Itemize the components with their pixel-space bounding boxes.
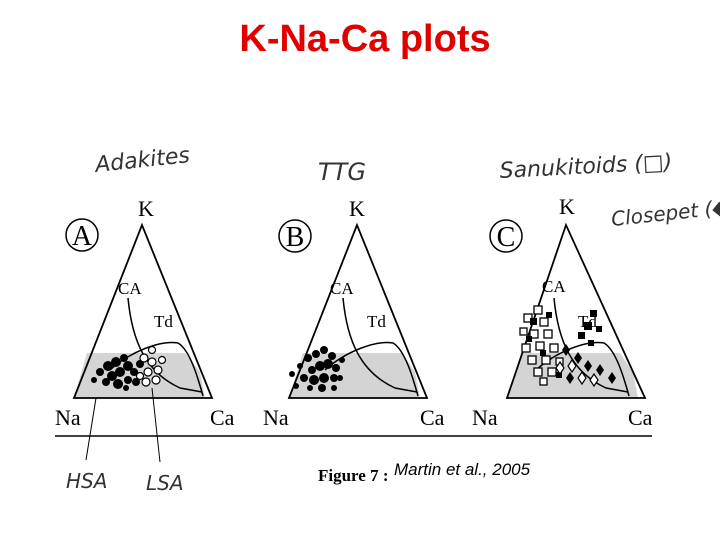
panel-c: C K Na Ca CA Td bbox=[472, 194, 653, 430]
annotation-hsa: HSA bbox=[66, 469, 107, 493]
ca-trend-label-a: CA bbox=[118, 279, 142, 298]
na-label-a: Na bbox=[55, 405, 81, 430]
panel-letter-b: B bbox=[286, 222, 305, 253]
panel-letter-circle-b bbox=[278, 219, 312, 253]
annotation-adakites: Adakites bbox=[92, 143, 191, 178]
annotation-closepet: Closepet (◆ bbox=[610, 195, 720, 231]
closepet-points bbox=[562, 344, 616, 384]
ca-trend-label-c: CA bbox=[542, 277, 566, 296]
td-trend-label-a: Td bbox=[154, 312, 173, 331]
slide-title: K-Na-Ca plots bbox=[239, 18, 491, 60]
ca-label-b: Ca bbox=[420, 405, 445, 430]
figure-label: Figure 7 : bbox=[318, 466, 389, 485]
apex-label-a: K bbox=[138, 196, 154, 221]
triangle-a bbox=[72, 222, 214, 399]
apex-label-b: K bbox=[349, 196, 365, 221]
td-trend-a bbox=[109, 341, 204, 397]
td-trend-c bbox=[535, 341, 630, 397]
panel-letter-c: C bbox=[497, 222, 516, 253]
adakite-points bbox=[91, 354, 144, 391]
annotation-lsa: LSA bbox=[146, 471, 184, 495]
na-label-c: Na bbox=[472, 405, 498, 430]
lsa-pointer bbox=[151, 387, 161, 463]
ca-trend-label-b: CA bbox=[330, 279, 354, 298]
td-trend-label-b: Td bbox=[367, 312, 386, 331]
panel-letter-circle-c bbox=[489, 219, 523, 253]
ca-label-c: Ca bbox=[628, 405, 653, 430]
ttg-points bbox=[289, 346, 345, 392]
annotation-ttg: TTG bbox=[318, 158, 366, 186]
apex-label-c: K bbox=[559, 194, 575, 219]
panel-letter-circle-a bbox=[65, 218, 99, 252]
na-label-b: Na bbox=[263, 405, 289, 430]
closepet-open-points bbox=[555, 358, 599, 388]
ca-trend-b bbox=[342, 297, 418, 393]
sanukitoid-filled-points bbox=[526, 310, 602, 378]
ca-trend-c bbox=[553, 297, 629, 393]
panel-a: A K Na Ca CA Td bbox=[55, 196, 235, 463]
triangle-b bbox=[287, 222, 429, 399]
panel-b: B K Na Ca CA Td bbox=[263, 196, 445, 430]
panel-letter-a: A bbox=[72, 221, 93, 252]
td-trend-label-c: Td bbox=[578, 312, 597, 331]
shaded-field-c bbox=[507, 353, 638, 398]
sanukitoid-points bbox=[519, 305, 564, 386]
annotation-sanukitoids: Sanukitoids (□) bbox=[499, 150, 673, 184]
hsa-pointer bbox=[85, 397, 97, 461]
lsa-points bbox=[135, 345, 167, 387]
ca-label-a: Ca bbox=[210, 405, 235, 430]
citation-credit: Martin et al., 2005 bbox=[394, 460, 531, 479]
td-trend-b bbox=[324, 341, 419, 397]
